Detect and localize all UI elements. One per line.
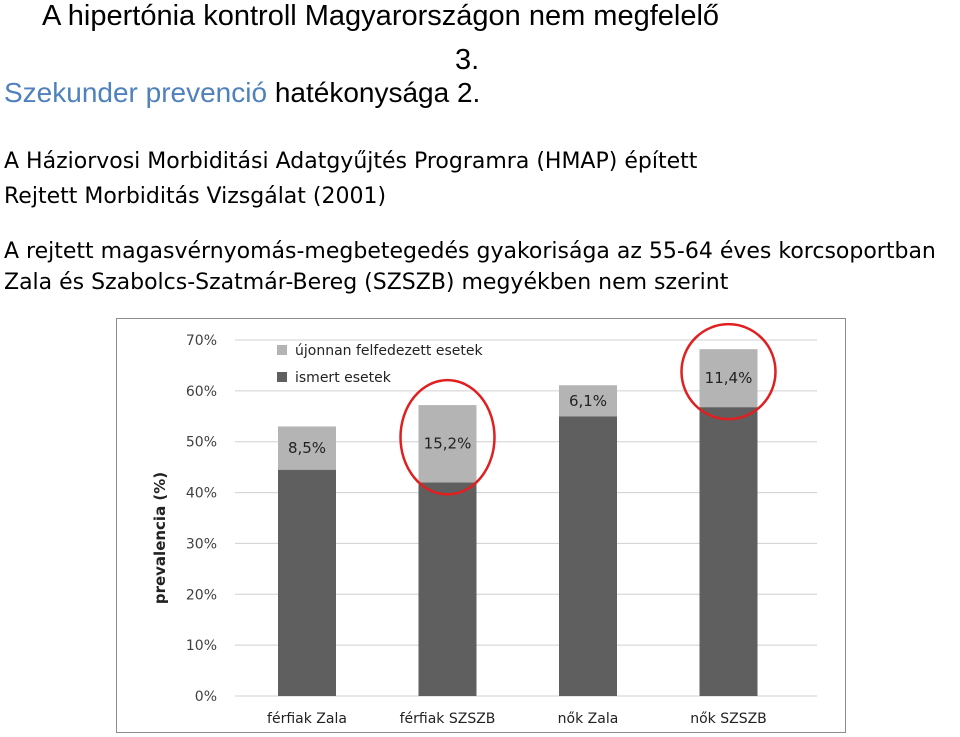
y-tick-label: 20% bbox=[186, 587, 217, 603]
slide-title: A hipertónia kontroll Magyarországon nem… bbox=[42, 0, 720, 32]
legend-swatch bbox=[277, 345, 287, 355]
y-tick-label: 50% bbox=[186, 435, 217, 451]
highlight-circles bbox=[399, 322, 777, 496]
y-tick-label: 70% bbox=[186, 333, 217, 349]
bar-new bbox=[559, 385, 617, 417]
bar-new bbox=[699, 349, 758, 408]
slide-title-number: 3. bbox=[455, 44, 480, 76]
data-labels: 8,5% 15,2% 6,1% 11,4% bbox=[288, 369, 752, 457]
subtitle-accent: Szekunder prevenció bbox=[4, 77, 268, 108]
bar-known bbox=[559, 416, 617, 696]
category-labels: férfiak Zala férfiak SZSZB nők Zala nők SZS… bbox=[267, 711, 767, 727]
data-label: 15,2% bbox=[424, 435, 472, 453]
category-label: férfiak Zala bbox=[267, 711, 347, 727]
highlight-circle bbox=[680, 322, 777, 421]
category-label: nők Zala bbox=[558, 711, 619, 727]
legend-swatch bbox=[277, 372, 287, 382]
paragraph-2-line-2: Zala és Szabolcs-Szatmár-Bereg (SZSZB) m… bbox=[4, 270, 729, 295]
paragraph-2-line-1: A rejtett magasvérnyomás-megbetegedés gy… bbox=[4, 239, 936, 264]
bar-new bbox=[278, 426, 336, 470]
chart-frame: 0% 10% 20% 30% 40% 50% 60% 70% 8,5% 15,2% 6,1% 11,… bbox=[116, 318, 846, 733]
y-tick-label: 10% bbox=[186, 638, 217, 654]
highlight-circle bbox=[399, 378, 496, 496]
y-axis-label: prevalencia (%) bbox=[151, 472, 169, 604]
data-label: 11,4% bbox=[705, 369, 753, 387]
category-label: nők SZSZB bbox=[690, 711, 767, 727]
bar-new bbox=[418, 405, 477, 483]
category-label: férfiak SZSZB bbox=[400, 711, 496, 727]
y-tick-label: 40% bbox=[186, 486, 217, 502]
y-tick-labels: 0% 10% 20% 30% 40% 50% 60% 70% bbox=[186, 333, 217, 705]
bar-known bbox=[699, 407, 758, 696]
data-label: 8,5% bbox=[288, 439, 326, 457]
subtitle-rest: hatékonysága 2. bbox=[267, 77, 481, 108]
bar-known bbox=[278, 469, 336, 696]
data-label: 6,1% bbox=[569, 392, 607, 410]
slide-subtitle: Szekunder prevenció hatékonysága 2. bbox=[4, 77, 480, 109]
paragraph-1-line-1: A Háziorvosi Morbiditási Adatgyűjtés Pro… bbox=[4, 149, 698, 174]
y-tick-label: 30% bbox=[186, 536, 217, 552]
y-tick-label: 0% bbox=[195, 689, 217, 705]
legend-label: ismert esetek bbox=[295, 370, 392, 386]
paragraph-1-line-2: Rejtett Morbiditás Vizsgálat (2001) bbox=[4, 184, 387, 209]
y-tick-label: 60% bbox=[186, 384, 217, 400]
stacked-bar-chart: 0% 10% 20% 30% 40% 50% 60% 70% 8,5% 15,2% 6,1% 11,… bbox=[151, 322, 817, 727]
legend-label: újonnan felfedezett esetek bbox=[295, 343, 483, 359]
bars bbox=[278, 349, 758, 696]
legend: újonnan felfedezett esetek ismert esetek bbox=[277, 343, 483, 386]
bar-known bbox=[418, 482, 477, 696]
